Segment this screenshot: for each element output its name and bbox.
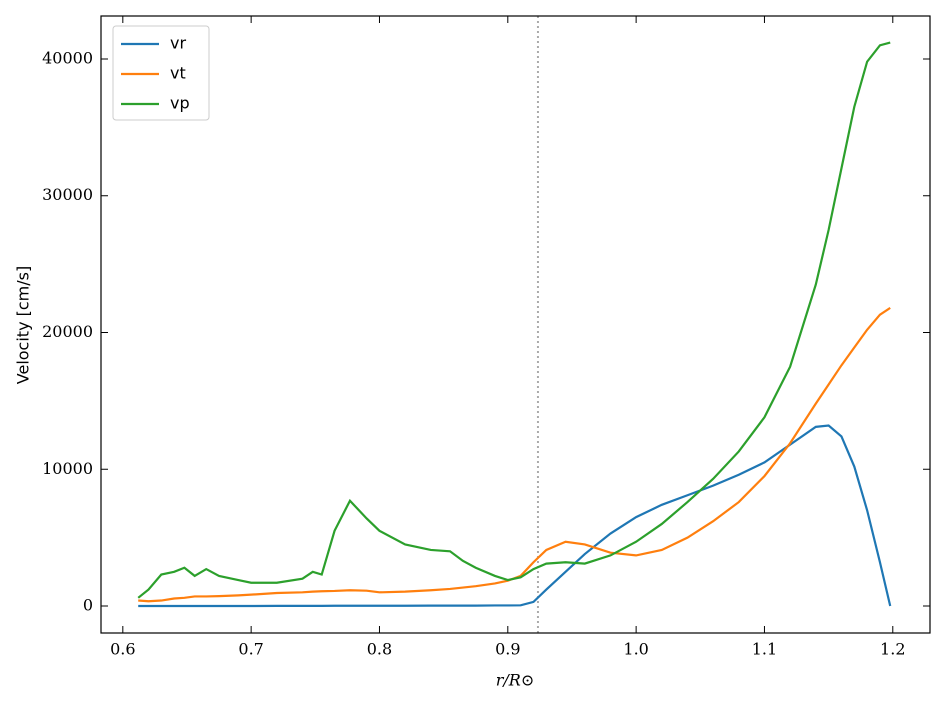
y-axis-label: Velocity [cm/s] [14, 266, 33, 384]
x-tick-label: 1.1 [752, 640, 777, 659]
x-tick-label: 0.9 [495, 640, 520, 659]
legend-box [112, 25, 210, 121]
series-line [138, 306, 891, 603]
x-tick-label: 1.2 [880, 640, 905, 659]
x-tick-label: 1.0 [623, 640, 648, 659]
x-axis-label: r/R⊙ [496, 671, 535, 690]
x-tick-label: 0.6 [110, 640, 135, 659]
series-line [137, 41, 891, 599]
legend-label: vr [170, 34, 186, 53]
series-line [138, 424, 892, 608]
legend-label: vp [170, 94, 190, 113]
y-tick-label: 0 [83, 596, 93, 615]
y-tick-label: 20000 [42, 322, 93, 341]
legend-label: vt [170, 64, 186, 83]
plot-frame [100, 15, 931, 634]
y-tick-label: 10000 [42, 459, 93, 478]
y-tick-label: 30000 [42, 185, 93, 204]
y-tick-label: 40000 [42, 48, 93, 67]
legend: vr vt vp [112, 25, 210, 121]
x-tick-label: 0.8 [367, 640, 392, 659]
x-tick-label: 0.7 [238, 640, 263, 659]
